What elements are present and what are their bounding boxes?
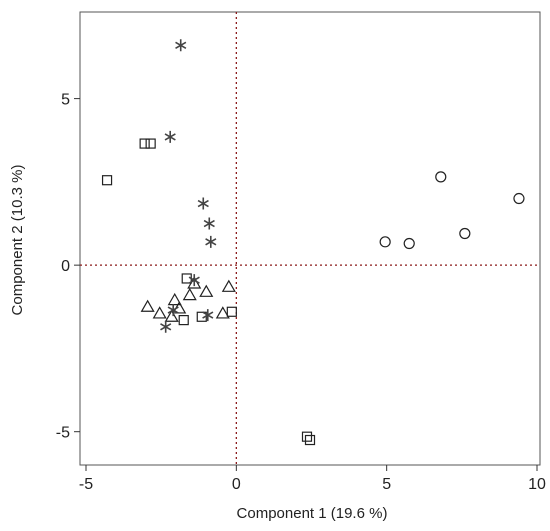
data-point-triangle bbox=[164, 309, 179, 322]
data-point-circle bbox=[379, 236, 391, 248]
y-tick-label: 0 bbox=[61, 258, 70, 275]
data-point-square bbox=[139, 138, 150, 149]
data-point-triangle bbox=[182, 287, 197, 301]
data-point-circle bbox=[403, 237, 415, 250]
y-tick-label: -5 bbox=[56, 425, 70, 442]
x-axis-title: Component 1 (19.6 %) bbox=[237, 505, 388, 522]
data-point-asterisk bbox=[160, 320, 172, 333]
data-points bbox=[101, 39, 525, 446]
data-point-circle bbox=[513, 192, 525, 205]
x-tick-label: 0 bbox=[232, 476, 241, 493]
data-point-triangle bbox=[140, 299, 155, 312]
plot-area bbox=[79, 11, 541, 466]
data-point-triangle bbox=[167, 292, 182, 306]
data-point-triangle bbox=[199, 284, 214, 297]
data-point-asterisk bbox=[167, 304, 179, 317]
x-tick-label: 5 bbox=[382, 476, 391, 493]
data-point-square bbox=[301, 431, 313, 442]
data-point-asterisk bbox=[202, 309, 214, 322]
data-point-circle bbox=[435, 171, 447, 183]
data-point-asterisk bbox=[175, 39, 187, 52]
data-point-asterisk bbox=[164, 130, 176, 143]
x-tick-label: -5 bbox=[79, 476, 93, 493]
axes: -5 0 5 10 -5 0 5 bbox=[56, 92, 546, 493]
data-point-square bbox=[304, 434, 316, 446]
data-point-triangle bbox=[221, 279, 236, 292]
data-point-asterisk bbox=[197, 197, 209, 210]
data-point-asterisk bbox=[205, 235, 217, 248]
data-point-square bbox=[226, 306, 237, 317]
y-axis-title: Component 2 (10.3 %) bbox=[9, 165, 26, 316]
reference-lines bbox=[80, 12, 540, 465]
plot-frame bbox=[79, 11, 541, 466]
data-point-circle bbox=[459, 227, 471, 240]
data-point-square bbox=[178, 315, 189, 326]
data-point-triangle bbox=[152, 306, 167, 319]
y-tick-label: 5 bbox=[61, 92, 70, 109]
data-point-square bbox=[145, 138, 156, 149]
data-point-triangle bbox=[215, 306, 230, 319]
data-point-asterisk bbox=[203, 217, 215, 230]
x-tick-label: 10 bbox=[528, 476, 546, 493]
data-point-asterisk bbox=[188, 274, 200, 287]
data-point-square bbox=[101, 175, 113, 186]
